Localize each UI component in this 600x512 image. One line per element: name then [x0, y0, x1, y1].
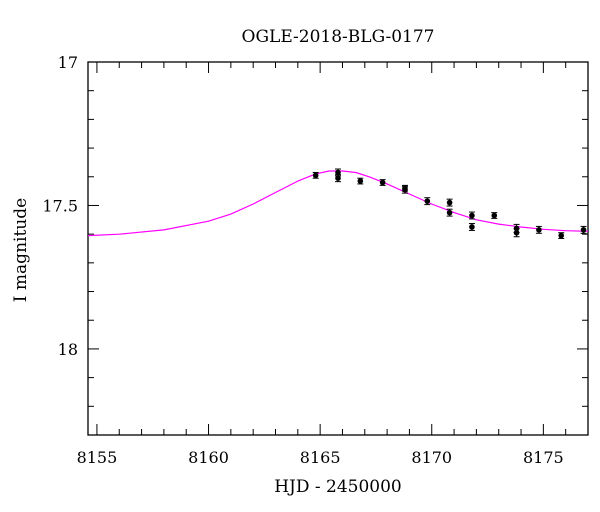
plot-area: 8155 8160 8165 8170 8175 17 17.5 18 [42, 53, 589, 467]
data-point [536, 227, 542, 233]
y-tick-label: 17 [58, 53, 78, 72]
data-point [402, 186, 408, 193]
x-tick-label: 8170 [411, 448, 452, 467]
data-point [446, 199, 453, 206]
y-tick-label: 18 [58, 340, 78, 359]
data-point [513, 229, 520, 236]
data-point [357, 178, 364, 184]
data-point [379, 179, 386, 186]
model-curve [87, 170, 589, 237]
data-point [335, 175, 341, 182]
data-point [424, 198, 431, 204]
chart-title: OGLE-2018-BLG-0177 [242, 27, 435, 47]
x-axis-label: HJD - 2450000 [274, 477, 402, 497]
data-point [580, 227, 587, 233]
data-point [491, 212, 498, 219]
data-point [312, 172, 319, 179]
data-point [469, 212, 475, 219]
y-tick-label: 17.5 [42, 196, 78, 215]
data-point [446, 209, 453, 216]
x-tick-label: 8160 [188, 448, 229, 467]
x-tick-label: 8165 [300, 448, 341, 467]
plot-frame [87, 61, 589, 436]
data-point [469, 224, 475, 230]
x-tick-label: 8155 [77, 448, 118, 467]
y-axis-label: I magnitude [11, 198, 31, 302]
x-tick-label: 8175 [523, 448, 564, 467]
data-point [558, 232, 565, 239]
data-point [335, 169, 341, 176]
